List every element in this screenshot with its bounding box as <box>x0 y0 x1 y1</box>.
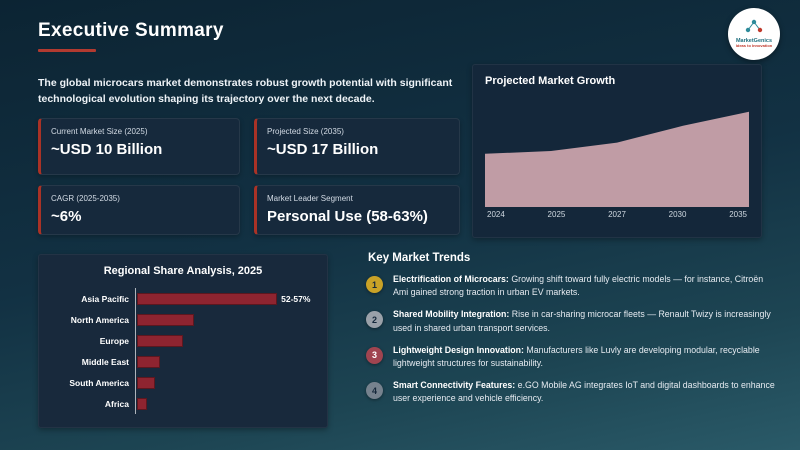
trend-text: Smart Connectivity Features: e.GO Mobile… <box>393 379 778 405</box>
bar-europe <box>137 334 184 347</box>
trend-lead: Shared Mobility Integration: <box>393 309 510 320</box>
trends-title: Key Market Trends <box>368 252 471 264</box>
trend-lead: Smart Connectivity Features: <box>393 380 516 391</box>
trend-body: e.GO Mobile AG integrates IoT and digita… <box>393 380 775 404</box>
bar-row: South America <box>49 372 317 393</box>
bar-category-label: Africa <box>104 398 129 409</box>
bar-middle-east <box>137 355 161 368</box>
intro-text: The global microcars market demonstrates… <box>38 76 453 105</box>
trend-lead: Lightweight Design Innovation: <box>393 344 524 355</box>
trend-body: Growing shift toward fully electric mode… <box>393 274 764 298</box>
stat-card-label: Projected Size (2035) <box>267 127 344 136</box>
bar-category-label: North America <box>70 314 129 325</box>
stat-card-current-market-size: Current Market Size (2025) ~USD 10 Billi… <box>38 118 240 175</box>
trend-number-badge: 1 <box>366 276 383 293</box>
bar-category-label: Middle East <box>81 356 129 367</box>
x-tick: 2027 <box>608 210 626 219</box>
x-tick: 2025 <box>547 210 566 219</box>
bar-annotation: 52-57% <box>281 293 311 304</box>
molecule-icon <box>744 19 764 38</box>
stat-card-label: Current Market Size (2025) <box>51 127 148 136</box>
stat-card-leader-segment: Market Leader Segment Personal Use (58-6… <box>254 185 460 235</box>
x-tick: 2024 <box>487 210 505 219</box>
stat-cards: Current Market Size (2025) ~USD 10 Billi… <box>38 118 460 235</box>
stat-card-value: ~USD 17 Billion <box>267 141 379 158</box>
bar-category-label: Asia Pacific <box>81 293 129 304</box>
bar-category-label: Europe <box>99 335 129 346</box>
x-tick: 2035 <box>729 210 747 219</box>
bar-africa <box>137 397 148 410</box>
stat-card-cagr: CAGR (2025-2035) ~6% <box>38 185 240 235</box>
trend-item: 4 Smart Connectivity Features: e.GO Mobi… <box>366 379 780 405</box>
x-axis-ticks: 2024 2025 2027 2030 2035 <box>485 210 749 219</box>
stat-card-label: CAGR (2025-2035) <box>51 194 120 203</box>
bar-row: Asia Pacific 52-57% <box>49 288 317 309</box>
projected-growth-panel: Projected Market Growth 2024 2025 2027 2… <box>472 64 762 238</box>
bar-south-america <box>137 376 155 389</box>
regional-panel-title: Regional Share Analysis, 2025 <box>103 265 263 277</box>
brand-tagline: Ideas to Innovation <box>735 43 773 49</box>
stat-card-value: Personal Use (58-63%) <box>267 208 428 225</box>
trend-number-badge: 4 <box>366 382 383 400</box>
trend-text: Lightweight Design Innovation: Manufactu… <box>393 344 778 370</box>
trend-body: Rise in car-sharing microcar fleets — Re… <box>393 309 771 333</box>
brand-name: MarketGenics <box>735 38 773 45</box>
trend-item: 1 Electrification of Microcars: Growing … <box>366 273 780 299</box>
trend-body: Manufacturers like Luvly are developing … <box>393 344 760 368</box>
bar-asia-pacific <box>137 292 278 305</box>
stat-card-value: ~6% <box>51 208 82 225</box>
brand-logo: MarketGenics Ideas to Innovation <box>728 8 780 60</box>
growth-panel-title: Projected Market Growth <box>485 75 616 87</box>
bar-chart: Asia Pacific 52-57% North America Europe… <box>49 288 317 414</box>
page-title: Executive Summary <box>38 20 224 41</box>
bar-north-america <box>137 313 194 326</box>
x-tick: 2030 <box>668 210 687 219</box>
key-market-trends: Key Market Trends 1 Electrification of M… <box>366 252 780 415</box>
trend-number-badge: 3 <box>366 346 383 364</box>
bar-row: North America <box>49 309 317 330</box>
area-chart: 2024 2025 2027 2030 2035 <box>485 95 749 219</box>
stat-card-label: Market Leader Segment <box>267 194 353 203</box>
title-underline <box>38 49 96 52</box>
trend-text: Shared Mobility Integration: Rise in car… <box>393 308 778 334</box>
trend-lead: Electrification of Microcars: <box>393 274 509 284</box>
bar-category-label: South America <box>69 377 129 388</box>
trend-number-badge: 2 <box>366 311 383 329</box>
bar-row: Africa <box>49 393 317 414</box>
bar-row: Middle East <box>49 351 317 372</box>
stat-card-value: ~USD 10 Billion <box>51 141 163 158</box>
stat-card-projected-size: Projected Size (2035) ~USD 17 Billion <box>254 118 460 175</box>
regional-share-panel: Regional Share Analysis, 2025 Asia Pacif… <box>38 254 328 428</box>
bar-row: Europe <box>49 330 317 351</box>
trend-item: 3 Lightweight Design Innovation: Manufac… <box>366 344 780 370</box>
trend-item: 2 Shared Mobility Integration: Rise in c… <box>366 308 780 334</box>
trend-text: Electrification of Microcars: Growing sh… <box>393 273 778 299</box>
